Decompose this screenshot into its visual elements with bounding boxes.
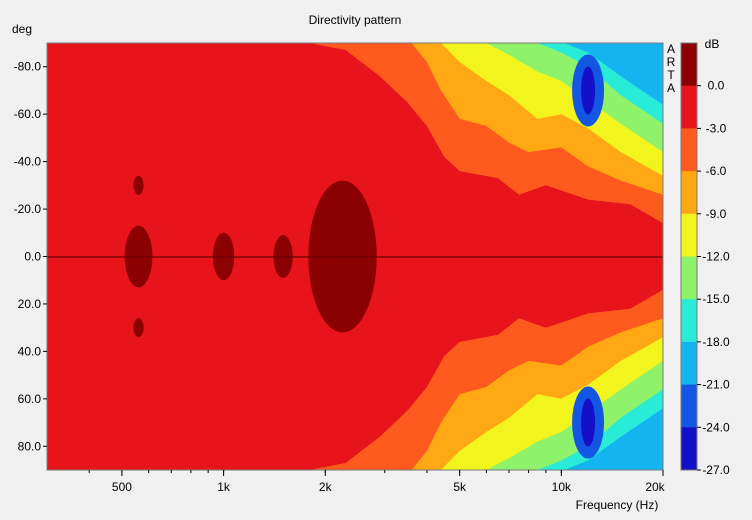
colorbar-tick-label: -18.0: [702, 335, 730, 349]
arta-watermark-letter: T: [667, 68, 675, 82]
x-tick-label: 500: [112, 480, 132, 494]
y-tick-label: 0.0: [24, 250, 41, 264]
upper-half-contours: [47, 43, 663, 224]
colorbar-tick-label: 0.0: [708, 79, 725, 93]
chart-title: Directivity pattern: [309, 13, 402, 27]
colorbar-tick-label: -15.0: [702, 292, 730, 306]
y-tick-label: 60.0: [18, 392, 42, 406]
hot-spot-0db: [133, 318, 144, 338]
lower-half-contours: [47, 289, 663, 470]
colorbar: dB 0.0 -3.0 -6.0 -9.0 -12.0 -15.0 -18.0 -21.0 -24…: [667, 37, 730, 477]
y-tick-label: -20.0: [14, 202, 42, 216]
x-tick-label: 2k: [319, 480, 333, 494]
hot-spot-0db: [133, 175, 144, 195]
colorbar-band: [681, 427, 697, 471]
y-tick-label: -40.0: [14, 155, 42, 169]
colorbar-tick-label: -9.0: [706, 207, 727, 221]
colorbar-band: [681, 384, 697, 428]
colorbar-unit: dB: [705, 37, 720, 51]
arta-watermark-letter: A: [667, 81, 675, 95]
colorbar-tick-label: -6.0: [706, 164, 727, 178]
colorbar-band: [681, 256, 697, 300]
colorbar-tick-label: -27.0: [702, 463, 730, 477]
contour-band: [564, 43, 663, 105]
colorbar-band: [681, 85, 697, 129]
x-axis-label: Frequency (Hz): [576, 498, 659, 512]
x-axis: 500 1k 2k 5k 10k 20k: [88, 470, 666, 494]
y-tick-label: -80.0: [14, 60, 42, 74]
x-tick-label: 1k: [217, 480, 231, 494]
deep-minimum-core: [581, 66, 596, 115]
y-tick-label: 20.0: [18, 297, 42, 311]
colorbar-tick-label: -3.0: [706, 121, 727, 135]
y-tick-label: 40.0: [18, 344, 42, 358]
y-axis: -80.0 -60.0 -40.0 -20.0 0.0 20.0 40.0 60.0 80.0: [14, 60, 47, 453]
x-tick-label: 10k: [552, 480, 572, 494]
colorbar-tick-label: -24.0: [702, 420, 730, 434]
arta-watermark-letter: A: [667, 42, 675, 56]
colorbar-tick-label: -12.0: [702, 250, 730, 264]
x-tick-label: 20k: [645, 480, 665, 494]
y-axis-label: deg: [12, 22, 32, 36]
colorbar-tick-label: -21.0: [702, 378, 730, 392]
colorbar-band: [681, 43, 697, 87]
contour-band: [564, 408, 663, 470]
colorbar-band: [681, 299, 697, 343]
x-tick-label: 5k: [453, 480, 467, 494]
y-tick-label: -60.0: [14, 107, 42, 121]
arta-watermark-letter: R: [667, 55, 676, 69]
colorbar-band: [681, 128, 697, 172]
colorbar-band: [681, 171, 697, 215]
y-tick-label: 80.0: [18, 439, 42, 453]
colorbar-band: [681, 213, 697, 257]
deep-minimum-core: [581, 398, 596, 447]
colorbar-band: [681, 341, 697, 386]
